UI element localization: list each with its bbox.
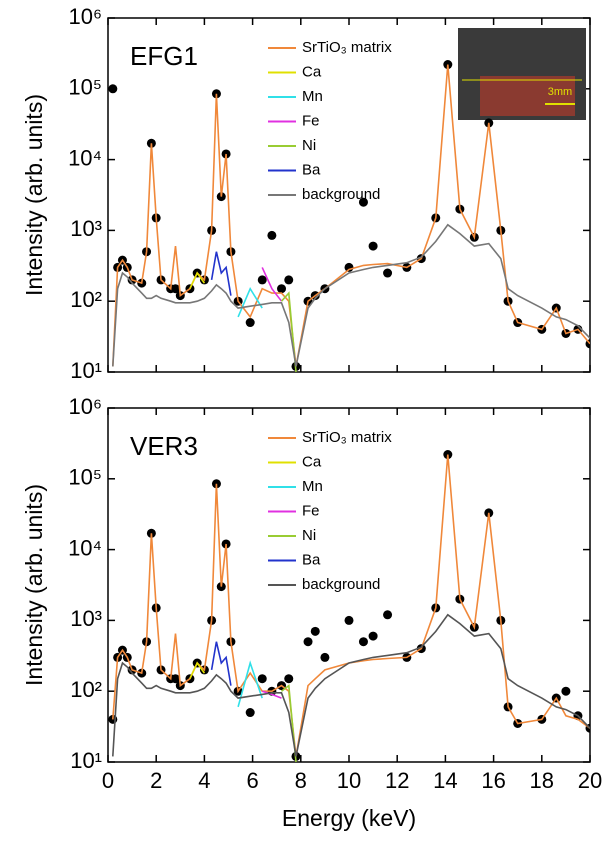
data-point	[320, 652, 330, 662]
x-tick-label: 16	[481, 768, 505, 793]
plot-frame	[107, 407, 591, 763]
series-line	[189, 661, 206, 680]
data-point	[257, 674, 267, 684]
series-line	[280, 291, 297, 372]
y-tick-label: 10⁴	[68, 145, 102, 170]
series-line	[112, 223, 590, 367]
data-point	[284, 275, 294, 285]
legend-label: Fe	[302, 502, 320, 519]
y-tick-label: 10⁴	[68, 535, 102, 560]
series-line	[281, 684, 297, 762]
x-tick-label: 2	[150, 768, 162, 793]
y-axis-label: Intensity (arb. units)	[21, 94, 47, 296]
legend-label: background	[302, 186, 380, 203]
series-line	[189, 271, 206, 290]
data-point	[310, 626, 320, 636]
panel-label: VER3	[130, 431, 198, 461]
legend-label: Ca	[302, 63, 322, 80]
inset-image-region	[480, 76, 575, 116]
x-tick-label: 20	[578, 768, 602, 793]
plot-area	[108, 60, 590, 372]
y-tick-label: 10¹	[70, 358, 102, 383]
series-line	[210, 251, 232, 296]
data-point	[284, 674, 294, 684]
y-tick-label: 10³	[70, 216, 102, 241]
data-point	[368, 241, 378, 251]
data-point	[358, 637, 368, 647]
legend-label: Ba	[302, 551, 321, 568]
series-line	[261, 267, 283, 302]
data-point	[344, 615, 354, 625]
y-tick-label: 10¹	[70, 748, 102, 773]
y-tick-label: 10⁵	[68, 75, 102, 100]
x-tick-label: 6	[246, 768, 258, 793]
data-point	[170, 284, 180, 294]
inset: 3mm	[458, 28, 586, 120]
legend-label: Ca	[302, 453, 322, 470]
series-line	[112, 64, 590, 367]
series-line	[112, 454, 590, 757]
data-point	[245, 708, 255, 718]
legend-label: Ni	[302, 137, 316, 154]
x-tick-label: 0	[102, 768, 114, 793]
y-tick-label: 10³	[70, 606, 102, 631]
y-tick-label: 10²	[70, 677, 102, 702]
y-tick-label: 10²	[70, 287, 102, 312]
x-tick-label: 8	[295, 768, 307, 793]
x-tick-label: 12	[385, 768, 409, 793]
legend-label: SrTiO₃ matrix	[302, 429, 392, 446]
data-point	[303, 637, 313, 647]
legend-label: background	[302, 576, 380, 593]
y-tick-label: 10⁶	[68, 4, 102, 29]
data-point	[277, 284, 287, 294]
legend-label: Ni	[302, 527, 316, 544]
data-point	[108, 84, 118, 94]
panel-label: EFG1	[130, 41, 198, 71]
data-point	[383, 268, 393, 278]
legend-label: Mn	[302, 88, 323, 105]
y-axis-label: Intensity (arb. units)	[21, 484, 47, 686]
data-point	[561, 686, 571, 696]
series-line	[261, 690, 282, 699]
series-line	[237, 660, 263, 708]
y-tick-label: 10⁶	[68, 394, 102, 419]
data-point	[383, 610, 393, 620]
legend-label: Mn	[302, 478, 323, 495]
y-tick-label: 10⁵	[68, 465, 102, 490]
data-point	[267, 230, 277, 240]
data-point	[358, 197, 368, 207]
inset-label: 3mm	[548, 86, 572, 98]
x-tick-label: 18	[530, 768, 554, 793]
x-axis-label: Energy (keV)	[282, 805, 416, 831]
legend-label: Fe	[302, 112, 320, 129]
data-point	[344, 262, 354, 272]
series-line	[210, 641, 232, 686]
data-point	[170, 674, 180, 684]
legend-label: SrTiO₃ matrix	[302, 39, 392, 56]
legend-label: Ba	[302, 161, 321, 178]
data-point	[257, 275, 267, 285]
x-tick-label: 14	[433, 768, 457, 793]
data-point	[368, 631, 378, 641]
x-tick-label: 10	[337, 768, 361, 793]
plot-area	[108, 450, 590, 762]
data-point	[245, 318, 255, 328]
series-line	[112, 613, 590, 757]
plot-frame	[107, 17, 591, 373]
x-tick-label: 4	[198, 768, 210, 793]
